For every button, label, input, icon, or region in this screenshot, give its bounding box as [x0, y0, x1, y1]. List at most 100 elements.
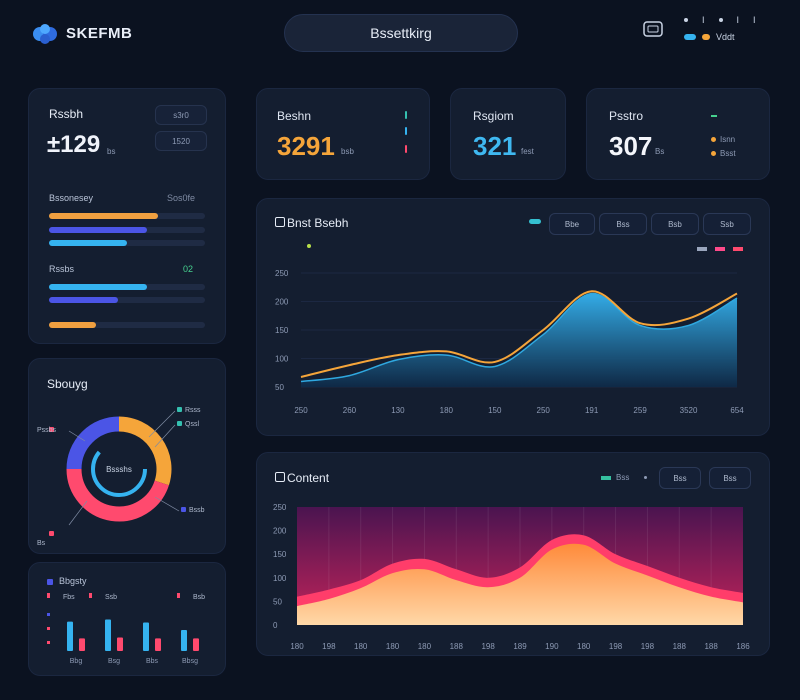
main-chart-title: Bnst Bsebh — [287, 216, 349, 230]
group-1-value: Sos0fe — [167, 193, 196, 203]
bars-legend-label: Fbs — [63, 594, 75, 601]
main-line-series-1 — [300, 292, 738, 383]
progress-track-4 — [49, 284, 205, 290]
content-x-tick: 189 — [513, 642, 527, 651]
stat-2-title: Rsgiom — [473, 109, 514, 123]
progress-track-6 — [49, 322, 205, 328]
summary-value: ±129 — [47, 131, 101, 158]
stat-3-title: Psstro — [609, 109, 644, 123]
content-chart-title: Content — [287, 471, 330, 485]
main-y-tick: 50 — [275, 383, 284, 392]
main-y-tick: 200 — [275, 298, 289, 307]
main-x-tick: 654 — [730, 406, 744, 415]
content-tab-2-label: Bss — [723, 473, 737, 483]
header-toggle-group[interactable]: Vddt — [684, 32, 735, 42]
progress-fill-6 — [49, 322, 96, 328]
stat-card-1[interactable]: Beshn 3291 bsb — [256, 88, 430, 180]
stat-3-dash — [711, 115, 717, 117]
stat-1-tick-red — [405, 145, 407, 153]
stat-2-value: 321 — [473, 131, 517, 161]
progress-track-1 — [49, 213, 205, 219]
donut-leader-line — [148, 410, 176, 438]
main-x-tick: 150 — [488, 406, 502, 415]
bar-series-2 — [79, 638, 85, 651]
content-x-tick: 180 — [290, 642, 304, 651]
content-x-tick: 180 — [354, 642, 368, 651]
header-indicator-1[interactable]: I — [702, 15, 705, 25]
summary-title: Rssbh — [49, 107, 84, 121]
bar-series-2 — [155, 638, 161, 651]
progress-fill-4 — [49, 284, 148, 290]
donut-label: Bssb — [189, 507, 205, 514]
stat-card-2[interactable]: Rsgiom 321 fest — [450, 88, 566, 180]
group-1-label: Bssonesey — [49, 193, 94, 203]
progress-fill-3 — [49, 240, 127, 246]
content-x-tick: 198 — [481, 642, 495, 651]
bars-axis-marker — [47, 613, 50, 616]
donut-leader-line — [68, 500, 88, 526]
main-x-tick: 180 — [440, 406, 454, 415]
progress-fill-5 — [49, 297, 118, 303]
content-x-tick: 188 — [704, 642, 718, 651]
summary-card: Rssbh ±129 bs s3r0 1520 Bssonesey Sos0fe… — [28, 88, 226, 344]
header-dot-2[interactable] — [718, 18, 723, 22]
content-x-tick: 188 — [673, 642, 687, 651]
summary-box-2[interactable]: 1520 — [155, 131, 207, 151]
toggle-blue[interactable] — [684, 34, 696, 40]
content-x-tick: 180 — [386, 642, 400, 651]
stat-2-sub: fest — [521, 147, 534, 156]
stat-legend-1: Isnn — [711, 135, 735, 144]
header-indicator-3[interactable]: I — [753, 15, 756, 25]
distribution-title: Sbouyg — [47, 377, 88, 391]
summary-box-2-text: 1520 — [172, 136, 190, 146]
donut-chart: Bssshs Pssbs Rsss Qssl Bssb Bs — [37, 407, 205, 547]
search-bar[interactable]: Bssettkirg — [284, 14, 518, 52]
main-x-tick: 250 — [294, 406, 308, 415]
bars-axis-marker — [47, 641, 50, 644]
header-dot-1[interactable] — [684, 18, 688, 22]
main-legend-swatch-2 — [715, 247, 725, 251]
content-tab-2[interactable]: Bss — [709, 467, 751, 489]
main-tab-2[interactable]: Bss — [599, 213, 647, 235]
header-indicator-2[interactable]: I — [736, 15, 740, 25]
stat-card-3[interactable]: Psstro 307 Bs Isnn Bsst — [586, 88, 770, 180]
bars-legend-swatch — [47, 579, 53, 585]
toggle-orange[interactable] — [702, 34, 710, 40]
donut-slice-2 — [66, 468, 169, 522]
bars-legend-swatch-2 — [89, 593, 92, 598]
stat-1-tick-teal — [405, 111, 407, 119]
summary-box-1-text: s3r0 — [173, 110, 189, 120]
main-tab-1[interactable]: Bbe — [549, 213, 595, 235]
content-legend-label: Bss — [616, 473, 630, 482]
main-x-tick: 250 — [537, 406, 551, 415]
monitor-icon[interactable] — [642, 18, 664, 42]
main-x-tick: 130 — [391, 406, 405, 415]
donut-leader-line — [154, 424, 176, 448]
stat-legend-1-label: Isnn — [720, 135, 736, 144]
content-x-tick: 198 — [641, 642, 655, 651]
bars-x-tick: Bbs — [146, 658, 159, 665]
main-chart-card: Bnst Bsebh Bbe Bss Bsb Ssb 250 200 150 100 5… — [256, 198, 770, 436]
stat-1-value: 3291 — [277, 131, 335, 161]
main-chart-toggle[interactable] — [529, 219, 541, 224]
main-tab-3[interactable]: Bsb — [651, 213, 699, 235]
donut-leader-line — [154, 496, 180, 512]
donut-slice-1 — [118, 416, 172, 486]
donut-label: Bs — [37, 540, 46, 547]
main-legend-swatch-3 — [733, 247, 743, 251]
summary-box-1[interactable]: s3r0 — [155, 105, 207, 125]
summary-unit: bs — [107, 147, 116, 156]
content-tab-1[interactable]: Bss — [659, 467, 701, 489]
content-area-chart: 250 200 150 100 50 0 180 198 180 180 180 188 198 189 1… — [273, 503, 750, 651]
bars-legend-label: Bsb — [193, 594, 205, 601]
bars-x-tick: Bsg — [108, 658, 120, 665]
main-tab-4[interactable]: Ssb — [703, 213, 751, 235]
content-y-tick: 200 — [273, 527, 287, 536]
main-area-chart: 250 200 150 100 50 250 260 130 180 150 250 191 259 35… — [275, 269, 744, 415]
stat-legend-2-label: Bsst — [720, 149, 736, 158]
main-chart-icon — [275, 217, 285, 227]
content-x-tick: 198 — [609, 642, 623, 651]
donut-label-swatch — [49, 427, 54, 432]
content-x-tick: 198 — [322, 642, 336, 651]
bar-series-2 — [193, 638, 199, 651]
